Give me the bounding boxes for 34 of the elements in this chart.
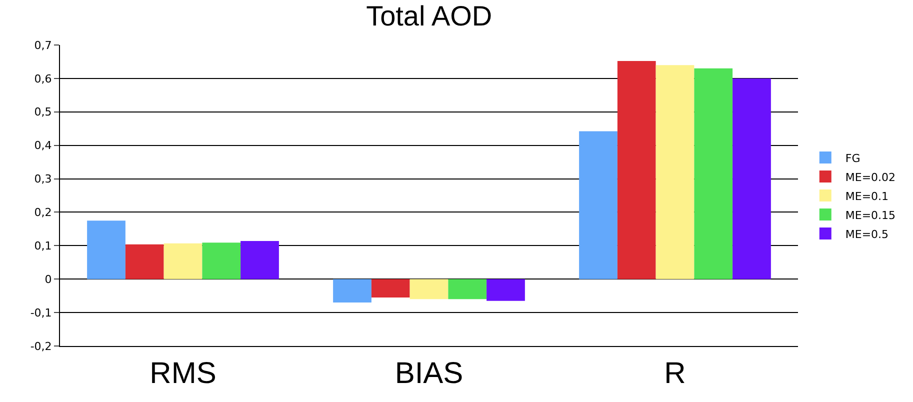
y-tick-label: 0,3 xyxy=(34,172,52,186)
bar xyxy=(125,244,164,280)
bar xyxy=(448,279,487,300)
bar xyxy=(732,78,771,280)
bar xyxy=(202,242,241,280)
y-tick-label: -0,1 xyxy=(30,306,52,320)
x-tick-label: R xyxy=(664,357,686,390)
bar xyxy=(656,65,694,280)
bar xyxy=(579,131,618,280)
bar xyxy=(164,243,202,280)
y-tick-label: 0 xyxy=(44,272,52,286)
x-tick-label: RMS xyxy=(150,357,216,390)
bar xyxy=(617,61,656,280)
legend-label: ME=0.5 xyxy=(845,228,889,241)
legend-label: ME=0.15 xyxy=(845,208,896,222)
y-tick-label: 0,4 xyxy=(34,139,52,152)
y-tick-label: 0,2 xyxy=(34,206,52,220)
x-tick-label: BIAS xyxy=(394,357,464,390)
y-tick-label: 0,7 xyxy=(34,38,52,52)
legend-label: FG xyxy=(845,152,860,165)
legend-label: ME=0.1 xyxy=(845,190,889,203)
y-tick-label: -0,2 xyxy=(30,340,52,353)
y-tick-label: 0,6 xyxy=(34,72,52,86)
bar xyxy=(694,68,733,280)
bar xyxy=(371,279,410,298)
bar xyxy=(410,279,448,300)
bar xyxy=(240,240,279,280)
bar xyxy=(486,279,525,301)
bar xyxy=(87,220,126,280)
y-tick-label: 0,1 xyxy=(34,240,52,253)
y-tick-label: 0,5 xyxy=(34,106,52,119)
chart-title: Total AOD xyxy=(366,0,492,32)
bar xyxy=(333,279,372,303)
legend-label: ME=0.02 xyxy=(845,170,896,184)
